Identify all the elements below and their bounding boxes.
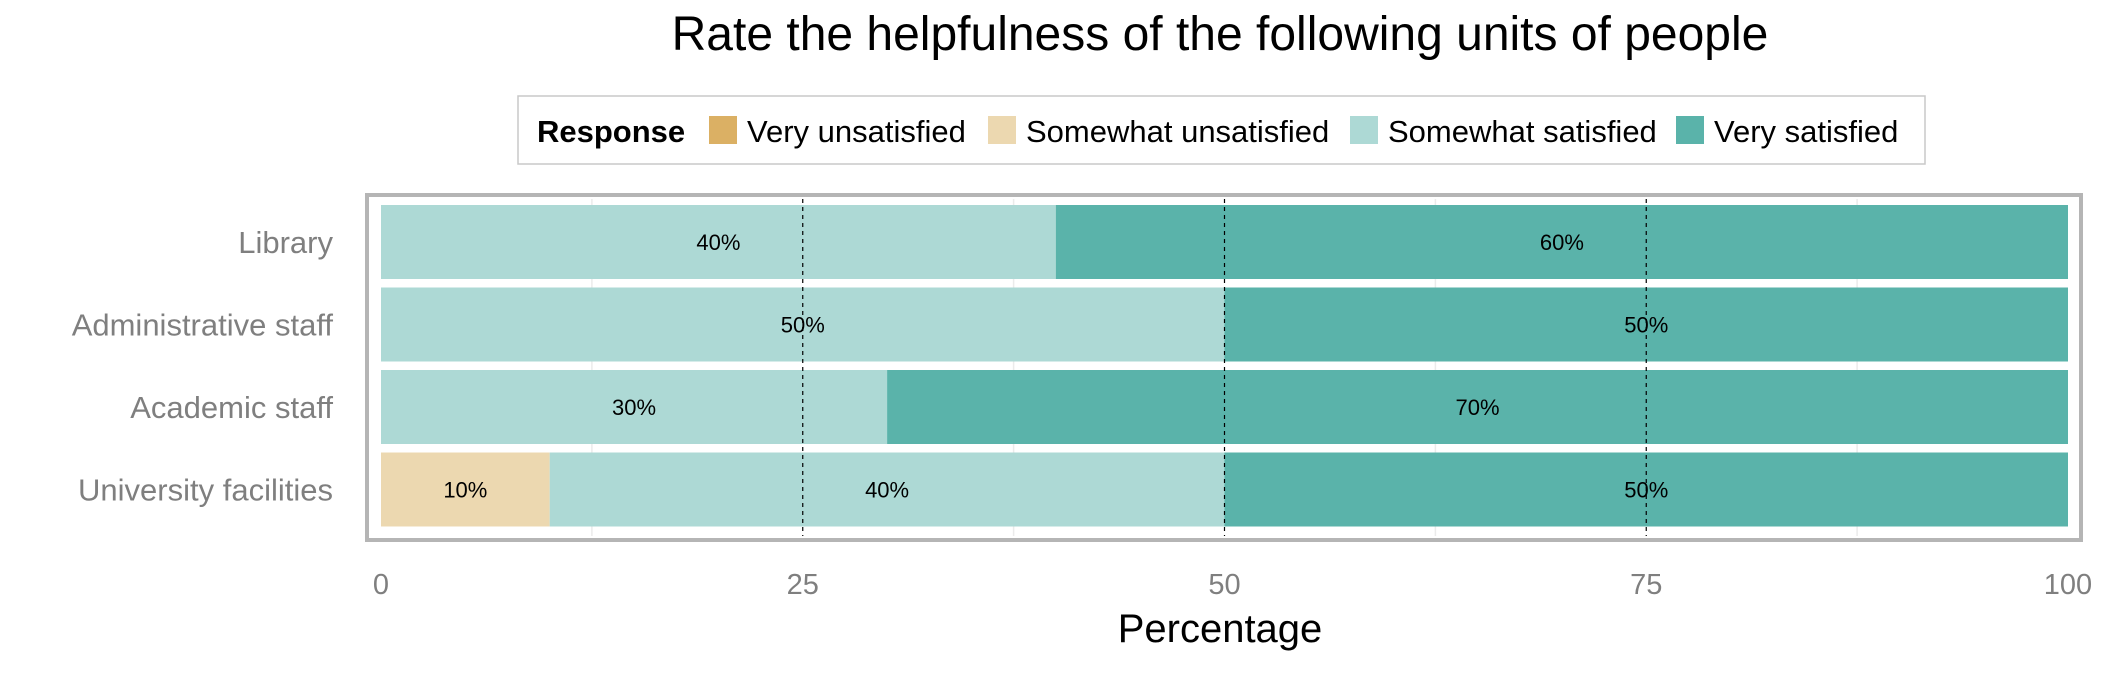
x-tick-label: 50 <box>1208 569 1240 601</box>
legend-label: Somewhat satisfied <box>1388 114 1657 149</box>
data-label: 40% <box>696 230 740 255</box>
legend-title: Response <box>537 114 685 149</box>
data-label: 50% <box>1624 313 1668 338</box>
legend-key <box>1350 116 1378 144</box>
category-labels: Library Administrative staff Academic staf… <box>72 225 334 508</box>
major-gridlines <box>802 199 1647 536</box>
plot-panel-border <box>365 193 2083 542</box>
legend-key <box>1676 116 1704 144</box>
category-label: Administrative staff <box>72 308 334 343</box>
legend-label: Very satisfied <box>1714 114 1898 149</box>
legend: Response Very unsatisfied Somewhat unsati… <box>517 95 1926 165</box>
legend-key <box>709 116 737 144</box>
bar-segment <box>381 205 1056 279</box>
data-labels: 40% 60% 50% 50% 30% 70% 10% 40% 50% <box>443 230 1668 503</box>
bar-segment <box>381 287 1225 362</box>
legend-label: Somewhat unsatisfied <box>1026 114 1329 149</box>
x-tick-label: 75 <box>1630 569 1662 601</box>
data-label: 60% <box>1540 230 1584 255</box>
category-label: Academic staff <box>130 390 333 425</box>
x-tick-label: 100 <box>2044 569 2092 601</box>
legend-label: Very unsatisfied <box>747 114 966 149</box>
bar-segment <box>381 452 550 527</box>
bars <box>381 205 2068 527</box>
data-label: 50% <box>781 313 825 338</box>
bar-segment <box>549 452 1225 527</box>
data-label: 50% <box>1624 478 1668 503</box>
data-label: 30% <box>612 395 656 420</box>
x-axis-ticks: 0 25 50 75 100 <box>373 569 2092 601</box>
legend-key <box>988 116 1016 144</box>
bar-segment <box>887 370 2068 444</box>
data-label: 40% <box>865 478 909 503</box>
data-label: 70% <box>1456 395 1500 420</box>
category-label: Library <box>238 225 333 260</box>
chart-title: Rate the helpfulness of the following un… <box>672 8 1769 61</box>
data-label: 10% <box>443 478 487 503</box>
bar-segment <box>1224 287 2068 362</box>
category-label: University facilities <box>78 473 333 508</box>
x-tick-label: 0 <box>373 569 389 601</box>
x-tick-label: 25 <box>787 569 819 601</box>
x-axis-title: Percentage <box>1118 607 1323 651</box>
